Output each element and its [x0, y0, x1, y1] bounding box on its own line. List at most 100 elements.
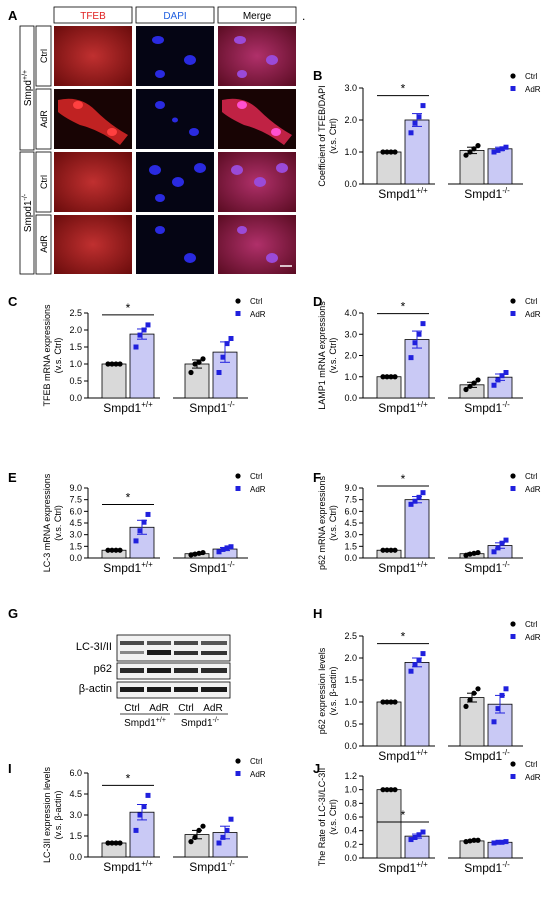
- y-tick-label: 0.0: [69, 393, 82, 403]
- band: [147, 687, 171, 692]
- x-group-label: Smpd1-/-: [189, 560, 235, 575]
- y-tick-label: 1.5: [69, 541, 82, 551]
- nucleus: [172, 177, 184, 187]
- band: [174, 687, 198, 692]
- data-point-ctrl: [109, 361, 115, 367]
- lane-label: AdR: [149, 703, 168, 714]
- y-axis-label-unit: (v.s. Ctrl): [53, 338, 63, 374]
- data-point-adr: [408, 837, 414, 843]
- y-tick-label: 6.0: [69, 506, 82, 516]
- x-group-label: Smpd1-/-: [464, 560, 510, 575]
- micrograph-row-4: [54, 215, 296, 274]
- data-point-ctrl: [388, 374, 394, 380]
- data-point-adr: [141, 519, 147, 525]
- row-box-2: [35, 88, 52, 150]
- row-label-1: Ctrl: [39, 49, 49, 63]
- significance-star: *: [401, 630, 406, 644]
- y-tick-label: 1.0: [344, 697, 357, 707]
- micrograph-tfeb-ctrl-wt: [54, 26, 132, 86]
- x-group-label: Smpd1+/+: [378, 748, 428, 763]
- y-tick-label: 2.0: [344, 653, 357, 663]
- chart-b: B Coefficient of TFEB/DAPI (v.s. Ctrl) 0.0 1…: [313, 68, 541, 201]
- data-point-ctrl: [471, 550, 477, 556]
- legend-label-ctrl: Ctrl: [525, 72, 538, 81]
- data-point-adr: [220, 354, 226, 360]
- micrograph-row-1: [54, 26, 296, 86]
- data-point-adr: [499, 373, 505, 379]
- micrograph-row-2: [54, 89, 296, 149]
- y-tick-label: 0.0: [344, 553, 357, 563]
- legend-marker-ctrl: [510, 73, 516, 79]
- data-point-adr: [495, 377, 501, 383]
- data-point-ctrl: [463, 386, 469, 393]
- nucleus: [155, 101, 165, 109]
- legend-label-adr: AdR: [525, 773, 541, 782]
- chart-e: E LC-3 mRNA expressions (v.s. Ctrl) 0.0 1.53…: [8, 470, 266, 575]
- data-point-adr: [416, 832, 422, 838]
- nucleus: [184, 253, 196, 263]
- x-group-label: Smpd1-/-: [464, 860, 510, 875]
- data-point-adr: [145, 322, 151, 328]
- nucleus: [73, 101, 83, 109]
- data-point-adr: [416, 657, 422, 663]
- data-point-ctrl: [196, 827, 202, 834]
- data-point-ctrl: [192, 834, 198, 841]
- nucleus: [155, 194, 165, 202]
- data-point-adr: [224, 545, 230, 551]
- y-tick-label: 9.0: [344, 483, 357, 493]
- legend-label-adr: AdR: [525, 310, 541, 319]
- y-axis-label-unit: (v.s. Ctrl): [328, 505, 338, 541]
- y-tick-label: 2.0: [344, 351, 357, 361]
- x-group-label: Smpd1+/+: [378, 400, 428, 415]
- x-group-label: Smpd1-/-: [189, 859, 235, 874]
- micrograph-dapi-adr-ko: [136, 215, 214, 274]
- panel-letter: H: [313, 606, 322, 621]
- y-tick-label: 4.0: [344, 308, 357, 318]
- nucleus: [184, 55, 196, 65]
- legend-label-ctrl: Ctrl: [250, 297, 263, 306]
- band: [174, 641, 198, 645]
- nucleus: [155, 70, 165, 78]
- y-tick-label: 1.0: [344, 785, 357, 795]
- row-label-2: AdR: [39, 110, 49, 128]
- data-point-adr: [137, 812, 143, 818]
- x-group-label: Smpd1+/+: [103, 560, 153, 575]
- y-tick-label: 0.0: [69, 852, 82, 862]
- dapi-header-label: DAPI: [163, 11, 186, 22]
- y-tick-label: 3.0: [344, 329, 357, 339]
- data-point-adr: [145, 792, 151, 798]
- x-group-label: Smpd1-/-: [189, 400, 235, 415]
- y-tick-label: 3.0: [69, 810, 82, 820]
- panel-letter: C: [8, 294, 18, 309]
- band: [120, 668, 144, 673]
- y-tick-label: 2.0: [69, 325, 82, 335]
- data-point-adr: [224, 341, 230, 347]
- y-tick-label: 1.0: [344, 147, 357, 157]
- data-point-ctrl: [109, 547, 115, 553]
- row-label-3: Ctrl: [39, 175, 49, 189]
- data-point-adr: [216, 840, 222, 846]
- data-point-ctrl: [392, 547, 398, 553]
- nucleus: [172, 117, 178, 123]
- data-point-ctrl: [471, 837, 477, 843]
- data-point-adr: [499, 540, 505, 546]
- y-axis-label-unit: (v.s. Ctrl): [328, 338, 338, 374]
- legend-label-ctrl: Ctrl: [250, 472, 263, 481]
- bar-ctrl: [376, 151, 402, 185]
- nucleus: [237, 70, 247, 78]
- y-tick-label: 2.0: [344, 115, 357, 125]
- y-tick-label: 0.4: [344, 826, 357, 836]
- lane-label: AdR: [203, 703, 222, 714]
- nucleus: [231, 165, 243, 175]
- merge-header-label: Merge: [243, 11, 272, 22]
- data-point-ctrl: [105, 547, 111, 553]
- legend-marker-adr: [510, 86, 516, 91]
- data-point-ctrl: [192, 551, 198, 557]
- bar-adr: [129, 333, 155, 399]
- band: [147, 650, 171, 655]
- y-tick-label: 0.5: [344, 719, 357, 729]
- data-point-adr: [499, 839, 505, 845]
- y-tick-label: 6.0: [69, 768, 82, 778]
